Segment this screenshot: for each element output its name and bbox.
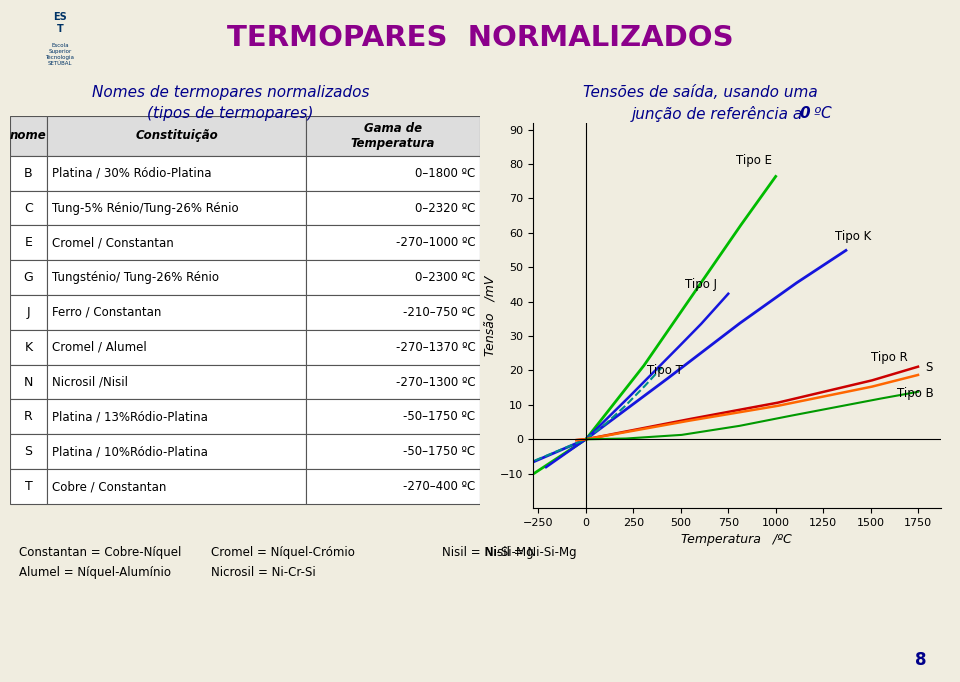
Bar	[47, 116, 306, 155]
Text: -210–750 ºC: -210–750 ºC	[403, 306, 475, 319]
Bar	[306, 434, 480, 469]
Text: S: S	[925, 361, 933, 374]
Text: Tipo T: Tipo T	[647, 364, 683, 377]
Bar	[10, 261, 47, 295]
Bar	[47, 469, 306, 504]
Bar	[47, 400, 306, 434]
Text: Platina / 10%Ródio-Platina: Platina / 10%Ródio-Platina	[52, 445, 207, 458]
Text: Alumel = Níquel-Alumínio: Alumel = Níquel-Alumínio	[19, 566, 171, 579]
Text: -270–1370 ºC: -270–1370 ºC	[396, 341, 475, 354]
Text: Tensões de saída, usando uma: Tensões de saída, usando uma	[584, 85, 818, 100]
Text: junção de referência a: junção de referência a	[632, 106, 807, 121]
Text: -270–400 ºC: -270–400 ºC	[403, 480, 475, 493]
Text: Tipo E: Tipo E	[736, 155, 772, 168]
Bar	[10, 330, 47, 365]
Text: G: G	[24, 271, 34, 284]
Text: 8: 8	[915, 651, 926, 669]
Bar	[306, 190, 480, 226]
Text: Tipo J: Tipo J	[684, 278, 716, 291]
Bar	[306, 261, 480, 295]
Bar	[10, 295, 47, 330]
Bar	[306, 155, 480, 190]
Bar	[306, 330, 480, 365]
Bar	[10, 155, 47, 190]
Bar	[306, 295, 480, 330]
Text: (tipos de termopares): (tipos de termopares)	[147, 106, 314, 121]
Bar	[306, 365, 480, 400]
Text: nome: nome	[10, 130, 47, 143]
Y-axis label: Tensão   /mV: Tensão /mV	[484, 276, 497, 355]
Bar	[47, 365, 306, 400]
Bar	[47, 226, 306, 261]
Text: Cobre / Constantan: Cobre / Constantan	[52, 480, 166, 493]
Text: Cromel / Constantan: Cromel / Constantan	[52, 237, 174, 250]
Bar	[47, 190, 306, 226]
Text: Platina / 13%Ródio-Platina: Platina / 13%Ródio-Platina	[52, 411, 207, 424]
Bar	[306, 226, 480, 261]
Text: Ferro / Constantan: Ferro / Constantan	[52, 306, 161, 319]
Bar	[306, 116, 480, 155]
Text: ES
T: ES T	[53, 12, 67, 34]
Text: Gama de
Temperatura: Gama de Temperatura	[350, 122, 435, 150]
Text: N: N	[24, 376, 33, 389]
Text: Constituição: Constituição	[135, 130, 218, 143]
Bar	[47, 261, 306, 295]
Bar	[306, 400, 480, 434]
Text: 0–1800 ºC: 0–1800 ºC	[415, 166, 475, 179]
Text: Nisil = Ni-Si-Mg: Nisil = Ni-Si-Mg	[442, 546, 533, 559]
Text: S: S	[24, 445, 33, 458]
Text: TERMOPARES  NORMALIZADOS: TERMOPARES NORMALIZADOS	[227, 24, 733, 52]
Text: ºC: ºC	[809, 106, 832, 121]
Bar	[10, 434, 47, 469]
Text: Tipo R: Tipo R	[871, 351, 907, 364]
Bar	[10, 365, 47, 400]
Bar	[10, 116, 47, 155]
Text: B: B	[24, 166, 33, 179]
Text: -50–1750 ºC: -50–1750 ºC	[403, 411, 475, 424]
Text: J: J	[27, 306, 30, 319]
Text: C: C	[24, 201, 33, 215]
X-axis label: Temperatura   /ºC: Temperatura /ºC	[682, 533, 792, 546]
Text: T: T	[25, 480, 33, 493]
Text: Nicrosil /Nisil: Nicrosil /Nisil	[52, 376, 128, 389]
Text: Tungsténio/ Tung-26% Rénio: Tungsténio/ Tung-26% Rénio	[52, 271, 219, 284]
Text: -270–1300 ºC: -270–1300 ºC	[396, 376, 475, 389]
Text: Cromel / Alumel: Cromel / Alumel	[52, 341, 147, 354]
Text: Nicrosil = Ni-Cr-Si: Nicrosil = Ni-Cr-Si	[211, 566, 316, 579]
Bar	[10, 190, 47, 226]
Text: Tipo B: Tipo B	[898, 387, 934, 400]
Text: 0–2300 ºC: 0–2300 ºC	[415, 271, 475, 284]
Text: Tung-5% Rénio/Tung-26% Rénio: Tung-5% Rénio/Tung-26% Rénio	[52, 201, 239, 215]
Bar	[10, 469, 47, 504]
Bar	[10, 400, 47, 434]
Text: Nisil = Ni-Si-Mg: Nisil = Ni-Si-Mg	[485, 546, 576, 559]
Text: 0: 0	[800, 106, 810, 121]
Bar	[47, 155, 306, 190]
Text: Nomes de termopares normalizados: Nomes de termopares normalizados	[91, 85, 370, 100]
Bar	[47, 434, 306, 469]
Bar	[47, 330, 306, 365]
Text: -270–1000 ºC: -270–1000 ºC	[396, 237, 475, 250]
Bar	[10, 226, 47, 261]
Bar	[306, 469, 480, 504]
Text: Cromel = Níquel-Crómio: Cromel = Níquel-Crómio	[211, 546, 355, 559]
Text: Platina / 30% Ródio-Platina: Platina / 30% Ródio-Platina	[52, 166, 211, 179]
Text: Constantan = Cobre-Níquel: Constantan = Cobre-Níquel	[19, 546, 181, 559]
Text: K: K	[24, 341, 33, 354]
Text: 0–2320 ºC: 0–2320 ºC	[415, 201, 475, 215]
Text: Tipo K: Tipo K	[834, 231, 871, 243]
Text: R: R	[24, 411, 33, 424]
Text: Escola
Superior
Tecnologia
SETÚBAL: Escola Superior Tecnologia SETÚBAL	[45, 43, 75, 65]
Text: E: E	[24, 237, 33, 250]
Bar	[47, 295, 306, 330]
Text: -50–1750 ºC: -50–1750 ºC	[403, 445, 475, 458]
